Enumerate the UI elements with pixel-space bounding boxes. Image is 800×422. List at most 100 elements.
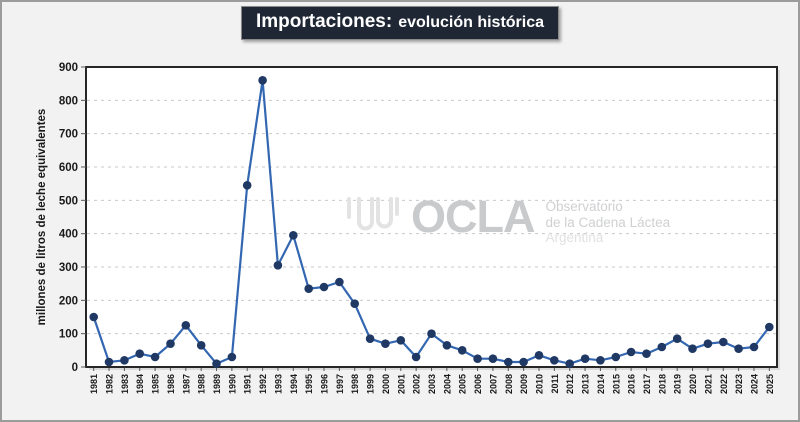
data-point — [688, 344, 697, 354]
data-point — [181, 321, 191, 330]
data-point — [519, 357, 528, 367]
x-tick-label: 1989 — [212, 374, 222, 394]
data-point — [457, 346, 467, 355]
x-tick-label: 1991 — [243, 374, 253, 394]
x-tick-label: 1997 — [335, 374, 345, 394]
x-tick-label: 1992 — [258, 374, 268, 394]
x-tick-label: 1993 — [273, 374, 283, 394]
x-tick-label: 2007 — [488, 374, 498, 394]
x-tick-label: 1983 — [120, 374, 130, 394]
data-point — [135, 349, 144, 359]
data-point — [319, 282, 329, 292]
chart-title-secondary: evolución histórica — [398, 14, 545, 31]
x-tick-label: 1981 — [89, 374, 99, 394]
y-tick-label: 100 — [59, 329, 78, 341]
data-point — [304, 284, 314, 294]
y-tick-label: 300 — [59, 262, 78, 274]
data-point — [273, 261, 283, 270]
data-point — [504, 357, 513, 367]
x-tick-label: 2018 — [657, 374, 667, 394]
x-tick-label: 2008 — [504, 374, 514, 394]
data-point — [335, 277, 344, 287]
x-tick-label: 1994 — [289, 374, 299, 394]
data-point — [442, 341, 452, 350]
data-point — [150, 352, 160, 362]
data-point — [89, 312, 98, 322]
data-point — [212, 359, 221, 369]
x-tick-label: 2004 — [442, 374, 452, 394]
x-tick-label: 2020 — [688, 374, 698, 394]
data-point — [381, 339, 390, 349]
data-point — [411, 352, 421, 362]
x-tick-label: 2012 — [565, 374, 575, 394]
x-tick-label: 2025 — [765, 374, 775, 394]
data-point — [120, 356, 129, 365]
y-axis-title: millones de litros de leche equivalentes — [36, 109, 48, 326]
chart-title-primary: Importaciones: — [255, 11, 393, 32]
data-point — [242, 181, 252, 190]
y-tick-label: 200 — [59, 295, 78, 307]
x-tick-label: 2013 — [581, 374, 591, 394]
y-tick-label: 900 — [59, 62, 78, 74]
x-tick-label: 1999 — [366, 374, 376, 394]
y-tick-label: 600 — [59, 162, 78, 174]
data-point — [427, 329, 436, 339]
data-point — [672, 334, 682, 344]
x-tick-label: 2014 — [596, 374, 606, 394]
x-tick-label: 1982 — [105, 374, 115, 394]
y-tick-label: 0 — [72, 362, 78, 374]
data-point — [396, 336, 406, 345]
data-point — [534, 351, 544, 360]
y-tick-label: 500 — [59, 195, 78, 207]
x-tick-label: 2015 — [611, 374, 621, 394]
data-point — [580, 354, 590, 364]
data-point — [488, 354, 498, 364]
y-tick-label: 800 — [59, 95, 78, 107]
data-point — [719, 337, 728, 347]
chart-title: Importaciones: evolución histórica — [240, 6, 560, 40]
data-point — [611, 352, 621, 362]
data-point — [196, 341, 206, 350]
data-point — [565, 359, 574, 369]
x-tick-label: 2000 — [381, 374, 391, 394]
x-tick-label: 2024 — [749, 374, 759, 394]
x-tick-label: 2022 — [719, 374, 729, 394]
x-tick-label: 1988 — [197, 374, 207, 394]
data-point — [227, 352, 237, 362]
x-tick-label: 2019 — [673, 374, 683, 394]
data-point — [550, 356, 559, 365]
x-tick-label: 2016 — [627, 374, 637, 394]
x-tick-label: 1990 — [227, 374, 237, 394]
x-tick-label: 2005 — [458, 374, 468, 394]
x-tick-label: 2006 — [473, 374, 483, 394]
x-tick-label: 1996 — [320, 374, 330, 394]
data-point — [749, 342, 759, 352]
x-tick-label: 2021 — [703, 374, 713, 394]
x-tick-label: 2023 — [734, 374, 744, 394]
data-point — [350, 299, 360, 309]
x-tick-label: 1986 — [166, 374, 176, 394]
data-point — [642, 349, 651, 359]
x-tick-label: 2009 — [519, 374, 529, 394]
data-point — [703, 339, 713, 349]
x-tick-label: 2002 — [412, 374, 422, 394]
x-tick-label: 2003 — [427, 374, 437, 394]
data-point — [166, 339, 175, 349]
data-point — [626, 347, 636, 357]
x-tick-label: 2011 — [550, 374, 560, 394]
data-point — [258, 76, 267, 85]
plot-area — [85, 66, 778, 368]
x-tick-label: 2010 — [534, 374, 544, 394]
x-tick-label: 1998 — [350, 374, 360, 394]
data-point — [657, 342, 667, 352]
x-tick-label: 1987 — [181, 374, 191, 394]
x-tick-label: 1995 — [304, 374, 314, 394]
y-tick-label: 400 — [59, 229, 78, 241]
data-point — [289, 231, 298, 240]
y-tick-label: 700 — [59, 129, 78, 141]
x-tick-label: 2001 — [396, 374, 406, 394]
x-tick-label: 2017 — [642, 374, 652, 394]
x-tick-label: 1984 — [135, 374, 145, 394]
data-point — [765, 322, 774, 332]
